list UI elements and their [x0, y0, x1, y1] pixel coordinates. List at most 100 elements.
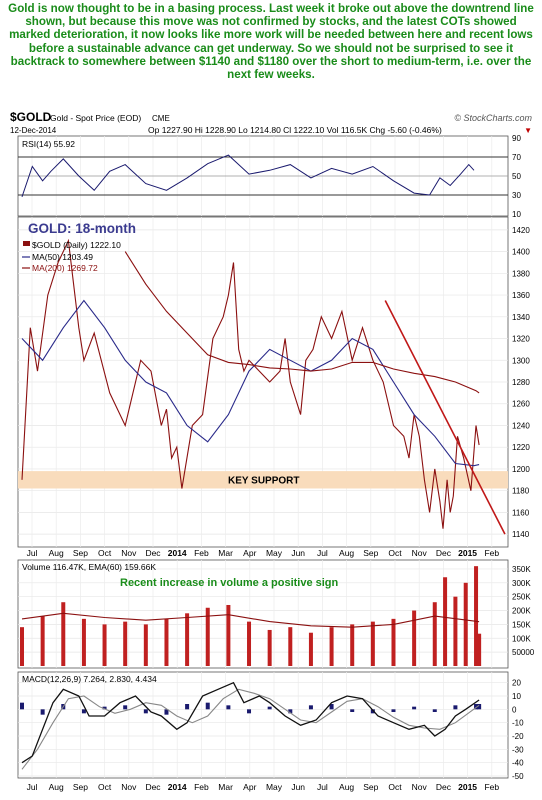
- x-tick-label: Jul: [317, 548, 328, 558]
- y-tick-label: 200K: [512, 607, 531, 616]
- x-tick-label: 2015: [458, 782, 477, 792]
- volume-bar: [247, 621, 252, 666]
- y-tick-label: 1200: [512, 465, 530, 474]
- volume-bar: [453, 596, 458, 666]
- y-tick-label: 1360: [512, 291, 530, 300]
- y-tick-label: 10: [512, 692, 521, 701]
- volume-bar: [443, 577, 448, 666]
- macd-histogram-bar: [453, 705, 458, 710]
- macd-histogram-bar: [391, 709, 396, 712]
- ma200-line: [124, 251, 480, 394]
- price-axis: 1140 1160 1180 1200 1220 1240 1260 1280 1300 1320…: [512, 226, 530, 539]
- chart-instrument-name: Gold - Spot Price (EOD): [50, 113, 141, 123]
- volume-bar: [61, 602, 66, 666]
- volume-panel-frame: [17, 559, 509, 669]
- rsi-axis: 10 30 50 70 90: [512, 134, 521, 219]
- macd-histogram-bar: [205, 702, 210, 710]
- x-tick-label: Sep: [73, 548, 88, 558]
- y-tick-label: 1240: [512, 421, 530, 430]
- y-tick-label: 1340: [512, 313, 530, 322]
- x-tick-label: Apr: [243, 548, 256, 558]
- macd-histogram-bar: [370, 709, 375, 714]
- volume-bar: [205, 607, 210, 666]
- key-support-band: KEY SUPPORT: [18, 471, 508, 489]
- volume-bar: [412, 610, 417, 666]
- macd-legend: MACD(12,26,9) 7.264, 2.830, 4.434: [22, 674, 157, 684]
- volume-bar: [226, 604, 231, 666]
- volume-bar: [267, 629, 272, 666]
- x-tick-label: Dec: [436, 548, 452, 558]
- volume-bar: [391, 618, 396, 666]
- x-tick-label: Nov: [121, 782, 137, 792]
- x-tick-label: Oct: [388, 548, 402, 558]
- y-tick-label: 350K: [512, 565, 531, 574]
- macd-axis: -50 -40 -30 -20 -10 0 10 20: [512, 679, 524, 781]
- x-tick-label: May: [266, 548, 283, 558]
- macd-histogram-bar: [288, 709, 293, 714]
- x-tick-label: 2014: [168, 548, 187, 558]
- volume-bar: [329, 627, 334, 666]
- price-x-axis: Jul Aug Sep Oct Nov Dec 2014 Feb Mar Apr May Jun Jul…: [27, 548, 500, 558]
- y-tick-label: 300K: [512, 579, 531, 588]
- y-tick-label: 1300: [512, 356, 530, 365]
- macd-panel-frame: [17, 671, 509, 779]
- macd-series: [20, 681, 482, 770]
- volume-ema-line: [21, 612, 480, 628]
- volume-bar: [350, 624, 355, 666]
- y-tick-label: 1420: [512, 226, 530, 235]
- x-tick-label: Aug: [49, 548, 64, 558]
- x-tick-label: Feb: [484, 548, 499, 558]
- rsi-series: [21, 154, 475, 198]
- macd-histogram-bar: [40, 709, 45, 715]
- volume-bar: [123, 621, 128, 666]
- macd-histogram-bar: [143, 709, 148, 714]
- ma50-line: [21, 299, 480, 467]
- y-tick-label: 1160: [512, 508, 530, 517]
- y-tick-label: -10: [512, 719, 524, 728]
- macd-histogram-bar: [329, 704, 334, 710]
- volume-bar: [308, 632, 313, 666]
- y-tick-label: 1140: [512, 530, 530, 539]
- volume-bar: [432, 602, 437, 666]
- y-tick-label: 250K: [512, 593, 531, 602]
- macd-histogram-bar: [477, 704, 482, 710]
- macd-histogram-bar: [412, 706, 417, 710]
- x-tick-label: Oct: [388, 782, 402, 792]
- volume-bar: [474, 566, 479, 666]
- price-series: [21, 238, 506, 535]
- y-tick-label: 20: [512, 679, 521, 688]
- key-support-rect: [18, 471, 508, 489]
- volume-bar: [370, 621, 375, 666]
- volume-bar: [81, 618, 86, 666]
- x-tick-label: Nov: [121, 548, 137, 558]
- volume-bar: [40, 616, 45, 666]
- macd-histogram-bar: [350, 709, 355, 712]
- volume-bar: [477, 633, 482, 666]
- x-tick-label: Dec: [145, 548, 161, 558]
- macd-signal-line: [21, 688, 480, 770]
- x-tick-label: Sep: [363, 782, 378, 792]
- y-tick-label: 100K: [512, 634, 531, 643]
- macd-x-axis: Jul Aug Sep Oct Nov Dec 2014 Feb Mar Apr May Jun Jul…: [27, 782, 500, 792]
- x-tick-label: Apr: [243, 782, 256, 792]
- chart-annotation-title: GOLD: 18-month: [28, 221, 136, 236]
- legend-price: $GOLD (Daily) 1222.10: [32, 240, 121, 250]
- x-tick-label: 2015: [458, 548, 477, 558]
- x-tick-label: 2014: [168, 782, 187, 792]
- y-tick-label: -40: [512, 759, 524, 768]
- macd-histogram-bar: [20, 702, 24, 710]
- macd-line: [21, 681, 480, 764]
- price-legend: $GOLD (Daily) 1222.10 MA(50) 1203.49 MA(…: [22, 240, 121, 273]
- downtrend-line: [384, 300, 506, 535]
- y-tick-label: -20: [512, 732, 524, 741]
- volume-bar: [20, 627, 24, 666]
- y-tick-label: 30: [512, 191, 521, 200]
- x-tick-label: Mar: [218, 548, 233, 558]
- x-tick-label: Feb: [194, 782, 209, 792]
- volume-bar: [288, 627, 293, 666]
- key-support-label: KEY SUPPORT: [228, 475, 300, 486]
- y-tick-label: 1380: [512, 269, 530, 278]
- macd-histogram-bar: [123, 705, 128, 710]
- legend-ma50: MA(50) 1203.49: [32, 252, 93, 262]
- y-tick-label: 0: [512, 705, 517, 714]
